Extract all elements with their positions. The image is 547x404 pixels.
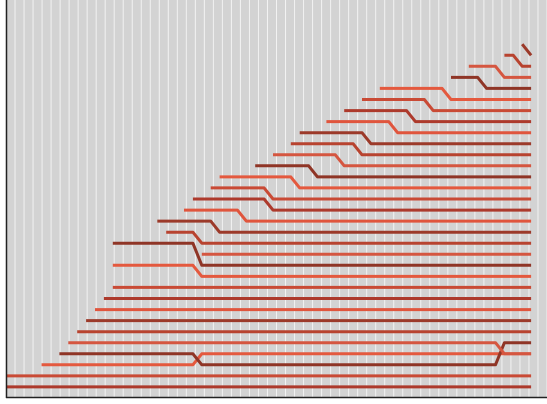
series-line xyxy=(112,241,532,267)
series-line xyxy=(59,341,532,367)
series-line xyxy=(166,230,532,245)
series-line xyxy=(192,197,532,212)
series-line xyxy=(299,131,532,146)
series-line xyxy=(451,75,532,90)
series-line xyxy=(157,219,532,234)
series-line xyxy=(504,53,532,68)
series-line xyxy=(210,186,532,201)
series-line xyxy=(41,352,532,367)
series-line xyxy=(521,43,533,57)
series-line xyxy=(344,109,532,124)
series-line xyxy=(379,86,532,101)
series-line xyxy=(290,142,532,157)
series-line xyxy=(219,175,532,190)
series-line xyxy=(112,263,532,278)
series-line xyxy=(468,64,532,79)
series-line xyxy=(326,120,532,135)
series-line xyxy=(273,153,532,168)
series-line xyxy=(362,98,532,113)
series-lines xyxy=(6,43,533,389)
series-line xyxy=(184,208,532,223)
series-line xyxy=(255,164,532,179)
series-line xyxy=(68,341,532,356)
